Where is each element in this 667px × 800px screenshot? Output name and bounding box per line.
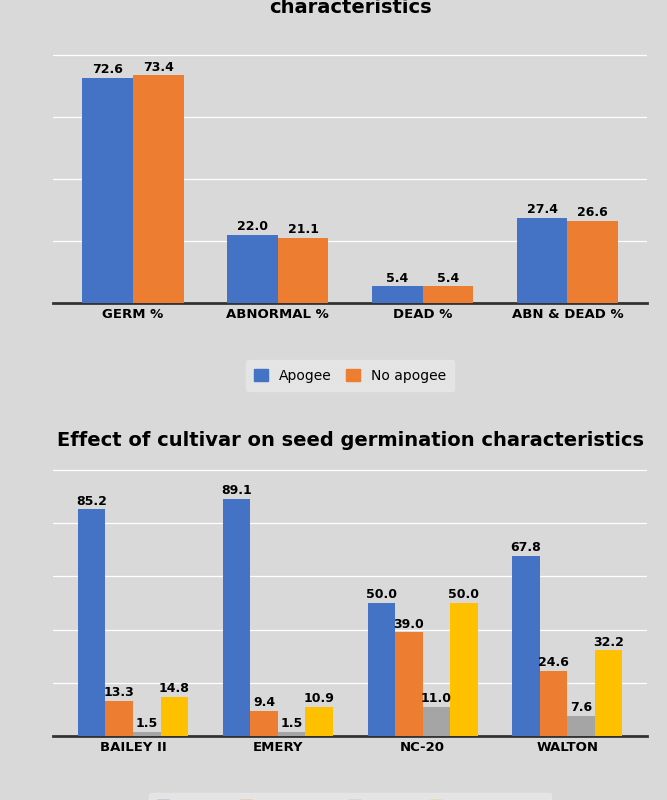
Bar	[517, 218, 568, 303]
Text: 73.4: 73.4	[143, 61, 174, 74]
Text: 85.2: 85.2	[76, 495, 107, 508]
Bar	[78, 510, 105, 736]
Bar	[395, 632, 423, 736]
Text: 72.6: 72.6	[92, 63, 123, 76]
Text: 50.0: 50.0	[366, 589, 397, 602]
Bar	[250, 711, 277, 736]
Text: 67.8: 67.8	[511, 541, 542, 554]
Bar	[595, 650, 622, 736]
Text: 89.1: 89.1	[221, 485, 252, 498]
Title: Effect of prohexadione calcium on seed germincation
characteristics: Effect of prohexadione calcium on seed g…	[57, 0, 644, 17]
Bar	[82, 78, 133, 303]
Text: 1.5: 1.5	[280, 718, 303, 730]
Title: Effect of cultivar on seed germination characteristics: Effect of cultivar on seed germination c…	[57, 430, 644, 450]
Text: 11.0: 11.0	[421, 692, 452, 705]
Bar	[372, 286, 423, 303]
Legend: Germ %, Abnormal %, Dead %, Abn & Dead %: Germ %, Abnormal %, Dead %, Abn & Dead %	[149, 793, 551, 800]
Text: 26.6: 26.6	[578, 206, 608, 219]
Bar	[133, 732, 161, 736]
Text: 39.0: 39.0	[394, 618, 424, 630]
Bar	[305, 707, 333, 736]
Bar	[568, 221, 618, 303]
Bar	[568, 716, 595, 736]
Bar	[368, 603, 395, 736]
Bar	[223, 499, 250, 736]
Bar	[423, 706, 450, 736]
Text: 10.9: 10.9	[303, 693, 334, 706]
Bar	[277, 732, 305, 736]
Legend: Apogee, No apogee: Apogee, No apogee	[246, 361, 454, 391]
Text: 13.3: 13.3	[104, 686, 135, 699]
Bar	[161, 697, 188, 736]
Text: 5.4: 5.4	[437, 272, 459, 285]
Bar	[512, 556, 540, 736]
Text: 22.0: 22.0	[237, 220, 268, 233]
Text: 27.4: 27.4	[526, 203, 558, 216]
Bar	[227, 235, 277, 303]
Text: 7.6: 7.6	[570, 701, 592, 714]
Bar	[277, 238, 328, 303]
Text: 14.8: 14.8	[159, 682, 189, 695]
Text: 9.4: 9.4	[253, 697, 275, 710]
Text: 5.4: 5.4	[386, 272, 408, 285]
Bar	[105, 701, 133, 736]
Text: 32.2: 32.2	[593, 636, 624, 649]
Text: 24.6: 24.6	[538, 656, 569, 669]
Bar	[450, 603, 478, 736]
Bar	[133, 75, 183, 303]
Bar	[540, 670, 568, 736]
Bar	[423, 286, 474, 303]
Text: 50.0: 50.0	[448, 589, 480, 602]
Text: 1.5: 1.5	[135, 718, 158, 730]
Text: 21.1: 21.1	[287, 223, 319, 236]
